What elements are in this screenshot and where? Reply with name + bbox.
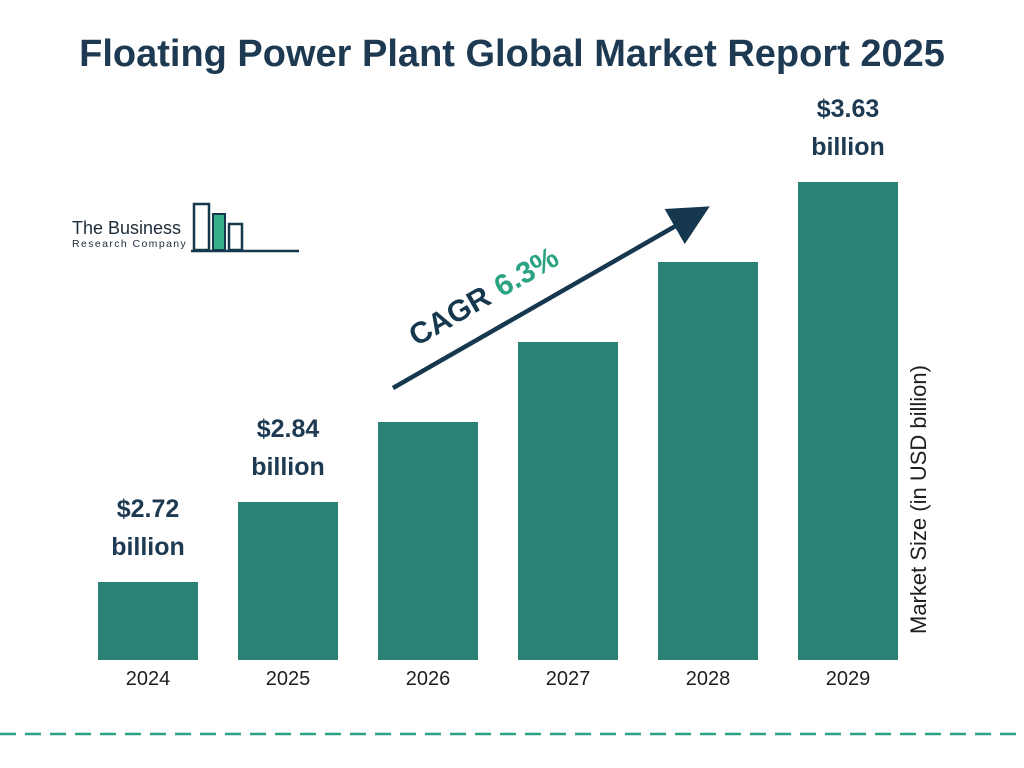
bar-2029 (798, 182, 898, 660)
bar-2027 (518, 342, 618, 660)
bar-value-label-2029: $3.63 billion (811, 95, 885, 161)
y-axis-label: Market Size (in USD billion) (906, 365, 931, 635)
bar-2024 (98, 582, 198, 660)
x-axis-label-2028: 2028 (685, 668, 731, 690)
x-axis-label-2025: 2025 (265, 668, 311, 690)
cagr-value: 6.3% (488, 240, 565, 304)
x-axis-label-2026: 2026 (405, 668, 451, 690)
bar-2026 (378, 422, 478, 660)
cagr-annotation: CAGR6.3% (404, 241, 565, 354)
logo-company-subtitle: Research Company (72, 238, 188, 250)
bar-value-label-2025: $2.84 billion (251, 415, 325, 481)
logo-company-name: The Business (72, 218, 182, 238)
page-title: Floating Power Plant Global Market Repor… (79, 33, 945, 75)
cagr-label: CAGR (403, 280, 497, 353)
x-axis-label-2027: 2027 (545, 668, 591, 690)
bar-2025 (238, 502, 338, 660)
logo-bar-chart-icon (191, 202, 300, 253)
logo-text: The Business Research Company (72, 218, 187, 250)
bar-2028 (658, 262, 758, 660)
company-logo: The Business Research Company (72, 196, 301, 258)
x-axis-label-2024: 2024 (125, 668, 171, 690)
x-axis-label-2029: 2029 (825, 668, 871, 690)
bar-value-label-2024: $2.72 billion (111, 495, 185, 561)
